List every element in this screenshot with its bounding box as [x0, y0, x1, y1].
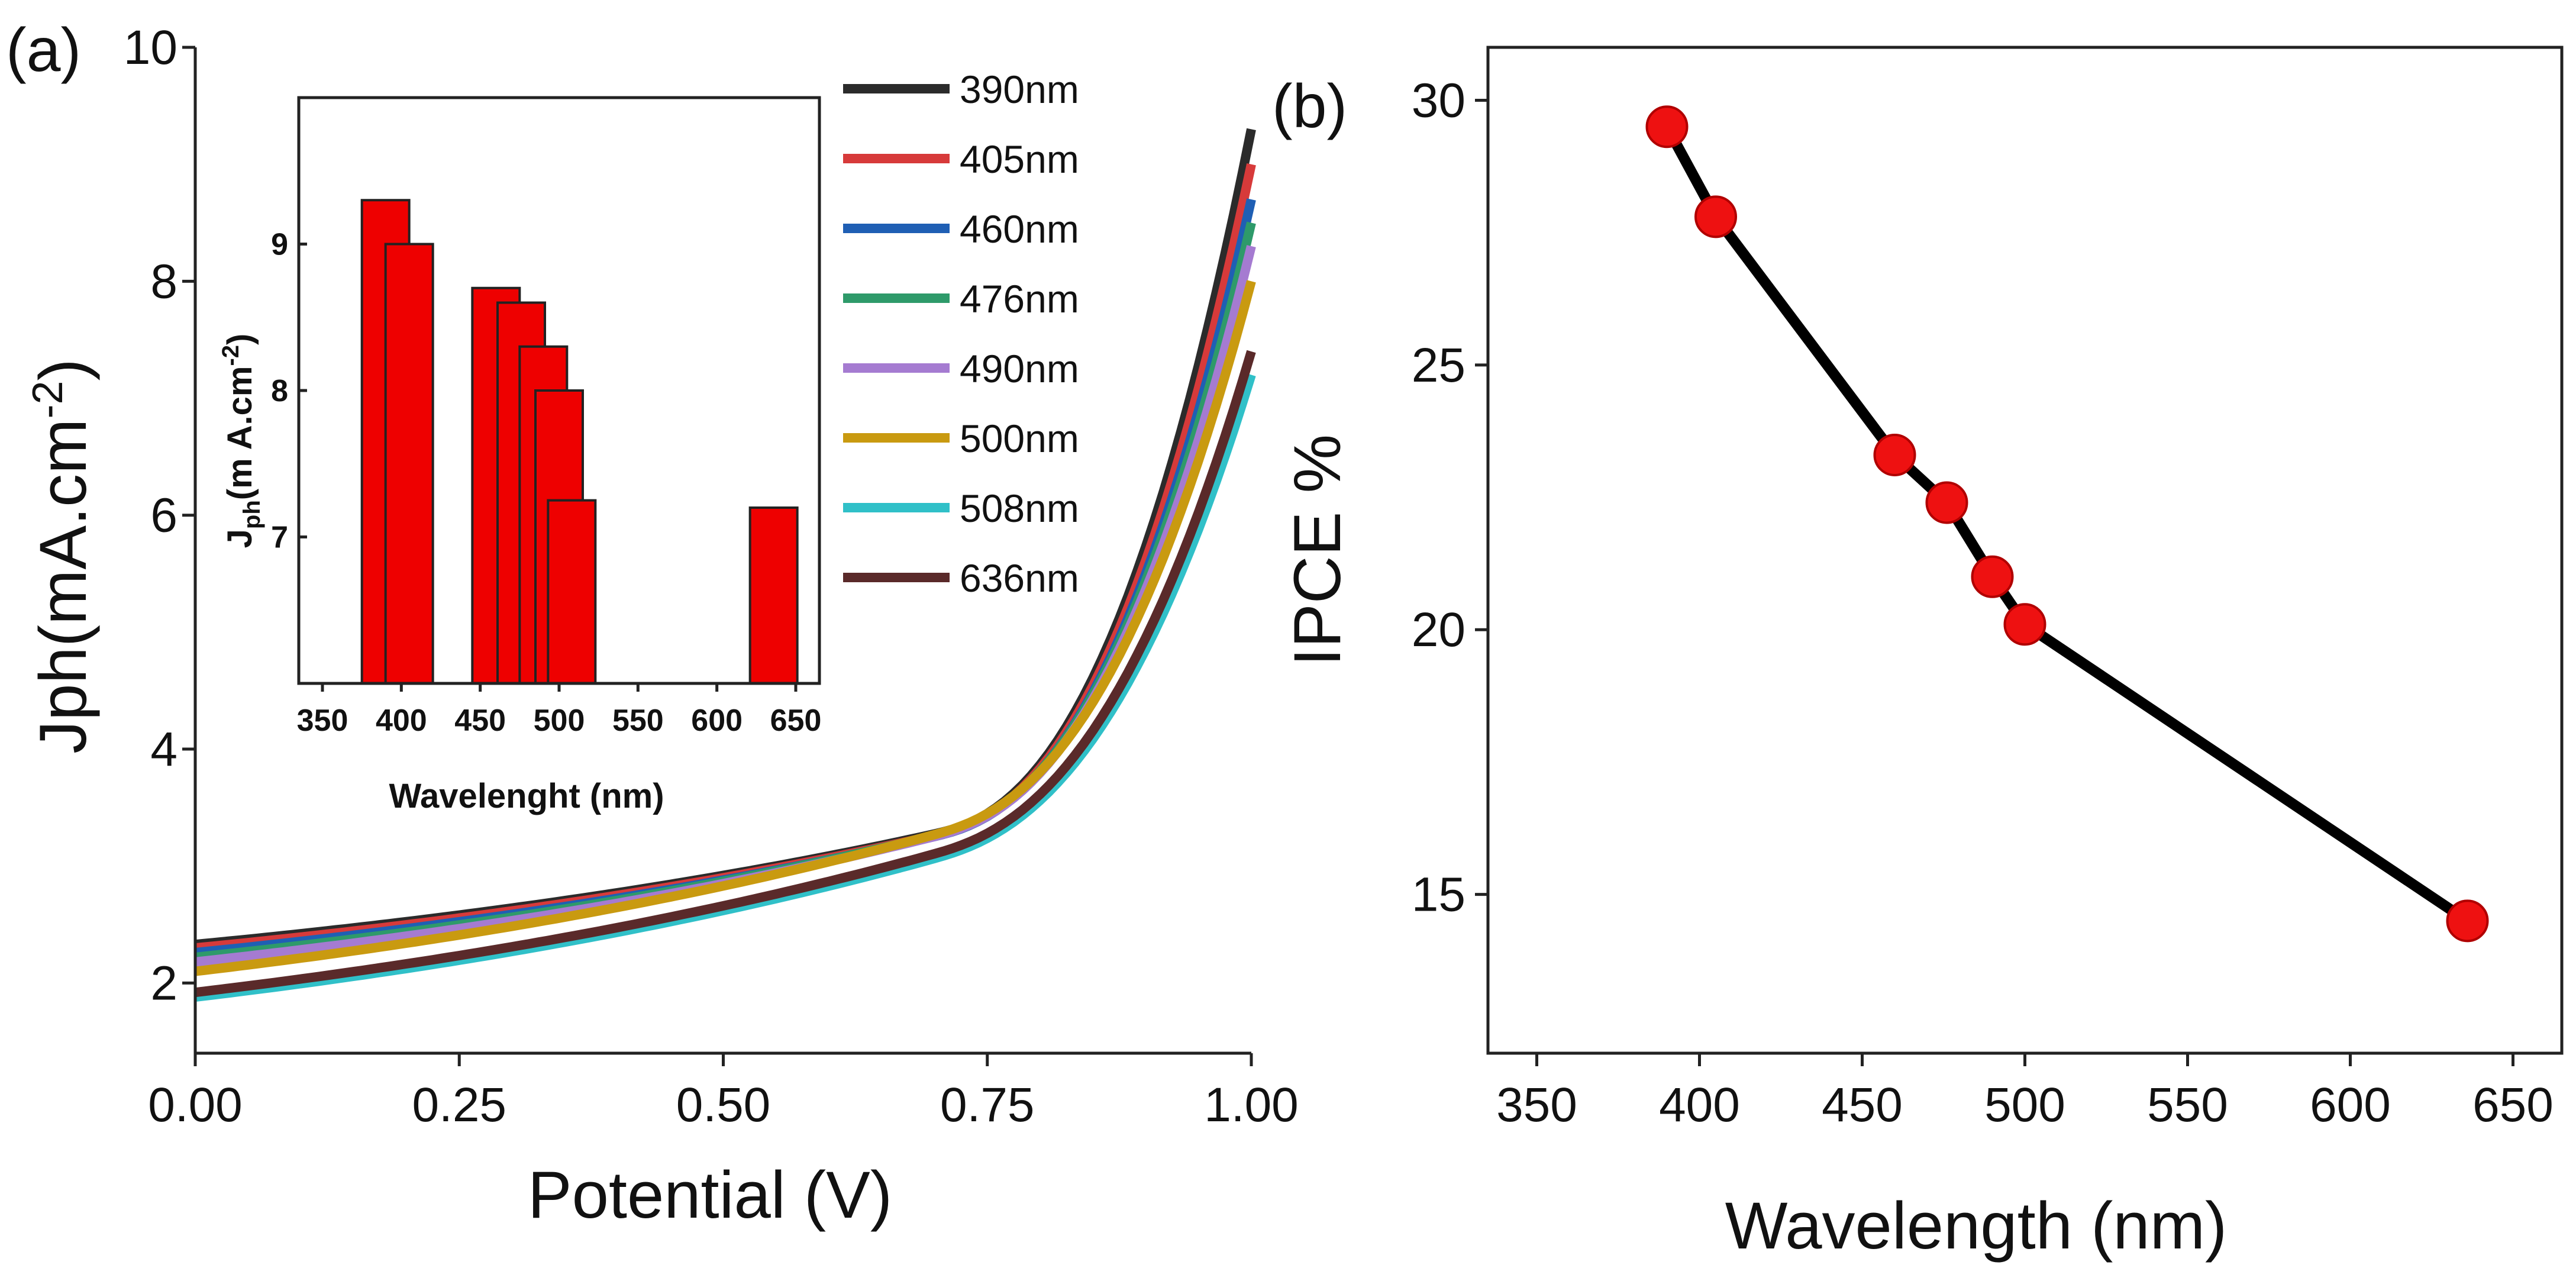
chart-b-x-tick-label: 650	[2472, 1078, 2554, 1132]
chart-b-y-tick-label: 30	[1412, 73, 1465, 127]
chart-a-x-tick-label: 1.00	[1204, 1078, 1299, 1132]
chart-a-x-tick-label: 0.75	[940, 1078, 1035, 1132]
chart-b-point-405	[1694, 195, 1737, 238]
chart-b-y-tick-label: 20	[1412, 603, 1465, 657]
inset-bar-636	[748, 506, 799, 685]
chart-b-x-tick-label: 600	[2310, 1078, 2391, 1132]
chart-a-legend-label: 500nm	[960, 417, 1079, 460]
chart-a-x-tick-label: 0.25	[412, 1078, 506, 1132]
chart-a-y-title-sup: -2	[24, 380, 72, 418]
chart-b-x-tick-label: 500	[1984, 1078, 2065, 1132]
chart-a-series-group	[195, 128, 1256, 1002]
chart-a-axes: 0.00 0.25 0.50 0.75 1.00 2 4 6 8 10	[124, 21, 1299, 1132]
chart-b-point-500	[2003, 603, 2046, 646]
inset-x-tick-label: 650	[770, 704, 822, 738]
chart-a-legend-label: 476nm	[960, 277, 1079, 321]
chart-b-point-476	[1925, 481, 1968, 524]
chart-b-x-tick-label: 400	[1659, 1078, 1740, 1132]
chart-b-point-460	[1873, 433, 1916, 476]
chart-a-y-axis-title: Jph(mA.cm-2)	[24, 359, 100, 754]
inset-bars-group	[360, 199, 799, 685]
chart-b-line	[1662, 124, 2471, 925]
inset-axes: 350 400 450 500 550 600 650 7 8 9	[271, 96, 822, 738]
chart-a-y-tick-label: 6	[150, 489, 177, 543]
inset-y-title-main: J	[221, 529, 259, 548]
panel-b-label: (b)	[1272, 72, 1347, 141]
inset-x-axis-title: Wavelenght (nm)	[389, 777, 664, 815]
inset-bar-405	[384, 243, 434, 685]
inset-bar-508	[547, 499, 597, 685]
chart-a: 390nm 405nm 460nm 476nm 490nm 500nm 508nm 636nm…	[24, 21, 1299, 1232]
chart-a-legend-label: 508nm	[960, 486, 1079, 530]
inset-y-title-tail: (m A.cm	[221, 366, 259, 501]
chart-b-point-490	[1971, 555, 2014, 598]
inset-y-tick-label: 9	[271, 228, 288, 262]
chart-a-series-line-636nm	[195, 350, 1256, 998]
chart-a-legend-label: 460nm	[960, 207, 1079, 251]
chart-b-point-636	[2446, 899, 2489, 943]
chart-a-legend-label: 490nm	[960, 347, 1079, 391]
inset-y-axis-title: Jph(m A.cm-2)	[218, 334, 265, 548]
chart-b-y-tick-label: 15	[1412, 868, 1465, 922]
chart-a-y-title-tail: )	[26, 359, 100, 380]
chart-b-x-tick-label: 550	[2147, 1078, 2228, 1132]
chart-a-legend-label: 636nm	[960, 556, 1079, 600]
chart-a-y-tick-label: 10	[124, 21, 177, 75]
chart-a-x-tick-label: 0.50	[676, 1078, 771, 1132]
inset-y-title-close: )	[221, 334, 259, 345]
inset-x-tick-label: 500	[534, 704, 585, 738]
chart-a-legend-label: 405nm	[960, 137, 1079, 181]
chart-b-point-390	[1645, 105, 1689, 149]
inset-y-title-sub: ph	[239, 500, 265, 529]
chart-b-x-axis-title: Wavelength (nm)	[1725, 1189, 2228, 1263]
chart-b-frame	[1486, 46, 2564, 1055]
inset-x-tick-label: 400	[376, 704, 427, 738]
inset-y-title-sup: -2	[218, 345, 244, 366]
chart-a-x-tick-label: 0.00	[148, 1078, 243, 1132]
chart-a-y-tick-label: 8	[150, 254, 177, 308]
chart-b-series-group	[1645, 105, 2489, 943]
chart-a-legend-label: 390nm	[960, 67, 1079, 111]
chart-b-axes: 350 400 450 500 550 600 650 15 20 25 30	[1412, 46, 2564, 1132]
chart-b-y-tick-label: 25	[1412, 338, 1465, 392]
inset-y-tick-label: 7	[271, 521, 288, 555]
chart-a-x-axis-title: Potential (V)	[528, 1158, 892, 1232]
chart-b: 350 400 450 500 550 600 650 15 20 25 30 Wavelength…	[1280, 46, 2564, 1263]
chart-a-y-title-main: Jph(mA.cm	[26, 419, 100, 754]
chart-a-inset: 350 400 450 500 550 600 650 7 8 9 Wavelenght (nm)…	[218, 96, 822, 815]
inset-y-tick-label: 8	[271, 374, 288, 408]
chart-a-y-tick-label: 4	[150, 722, 177, 776]
inset-x-tick-label: 550	[612, 704, 664, 738]
chart-a-y-tick-label: 2	[150, 956, 177, 1010]
chart-b-x-tick-label: 350	[1496, 1078, 1577, 1132]
panel-a-label: (a)	[6, 16, 81, 85]
inset-x-tick-label: 450	[454, 704, 506, 738]
chart-b-y-axis-title: IPCE %	[1280, 434, 1354, 666]
inset-x-tick-label: 350	[297, 704, 348, 738]
inset-x-tick-label: 600	[691, 704, 743, 738]
chart-a-legend: 390nm 405nm 460nm 476nm 490nm 500nm 508nm 636nm	[843, 67, 1079, 600]
chart-a-series-line-500nm	[195, 280, 1256, 976]
chart-b-x-tick-label: 450	[1822, 1078, 1903, 1132]
